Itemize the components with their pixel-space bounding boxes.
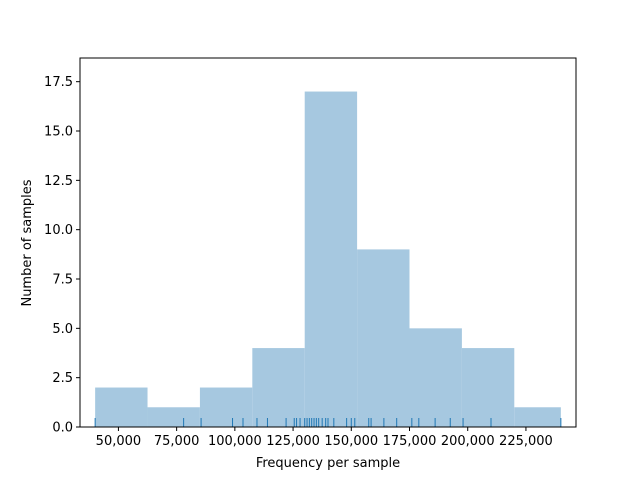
x-axis-title: Frequency per sample [256,456,400,471]
y-tick-label: 5.0 [52,322,73,337]
histogram-bar [357,249,410,427]
y-tick-label: 7.5 [52,273,73,288]
x-tick-label: 225,000 [499,434,553,449]
y-tick-label: 2.5 [52,371,73,386]
x-tick-label: 175,000 [383,434,437,449]
y-tick-label: 0.0 [52,421,73,436]
histogram-bar [304,91,358,427]
x-tick-label: 75,000 [154,434,200,449]
histogram-bar [252,348,305,427]
x-tick-label: 100,000 [208,434,262,449]
histogram-bar [95,387,148,427]
histogram-bar [461,348,515,427]
y-tick-label: 10.0 [44,223,73,238]
x-tick-label: 200,000 [441,434,495,449]
y-tick-label: 15.0 [44,125,73,140]
x-tick-label: 125,000 [266,434,320,449]
y-axis-ticks: 0.0 2.5 5.0 7.5 10.0 12.5 15.0 17.5 [44,75,80,436]
histogram-bars [95,91,561,427]
histogram-bar [147,407,200,427]
x-axis-ticks: 50,000 75,000 100,000 125,000 150,000 175,000… [96,427,553,449]
histogram-bar [199,387,253,427]
rug-marks [94,418,562,427]
x-tick-label: 50,000 [96,434,142,449]
x-tick-label: 150,000 [324,434,378,449]
histogram-bar [409,328,462,427]
y-axis-title: Number of samples [20,179,35,306]
histogram-bar [514,407,561,427]
plot-frame [79,57,577,428]
y-tick-label: 17.5 [44,75,73,90]
y-tick-label: 12.5 [44,174,73,189]
